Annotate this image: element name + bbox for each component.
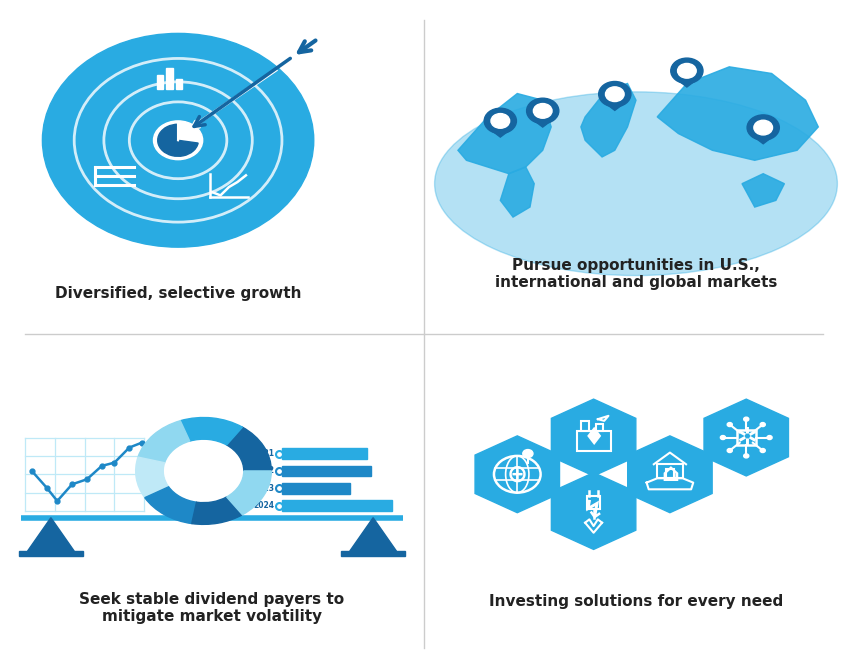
Text: Seek stable dividend payers to
mitigate market volatility: Seek stable dividend payers to mitigate … xyxy=(80,592,344,624)
Circle shape xyxy=(744,417,749,422)
Text: 2023: 2023 xyxy=(254,484,275,493)
Circle shape xyxy=(491,114,510,128)
Text: ⊕: ⊕ xyxy=(507,462,527,486)
Text: 2021: 2021 xyxy=(254,449,275,458)
Text: 2024: 2024 xyxy=(254,501,275,510)
Circle shape xyxy=(153,121,203,160)
Text: ⌂: ⌂ xyxy=(661,462,679,486)
Polygon shape xyxy=(678,79,696,87)
Wedge shape xyxy=(226,471,271,515)
Circle shape xyxy=(747,115,779,140)
Bar xyxy=(341,551,405,556)
Bar xyxy=(282,466,371,476)
Bar xyxy=(737,430,756,445)
Bar xyxy=(577,431,611,451)
Polygon shape xyxy=(500,167,534,217)
Polygon shape xyxy=(491,130,510,137)
Polygon shape xyxy=(475,436,560,513)
Text: Diversified, selective growth: Diversified, selective growth xyxy=(55,287,301,301)
Circle shape xyxy=(605,87,624,102)
Circle shape xyxy=(721,436,726,440)
Circle shape xyxy=(744,454,749,458)
Wedge shape xyxy=(145,487,197,524)
Polygon shape xyxy=(581,84,636,157)
Bar xyxy=(666,469,674,478)
Polygon shape xyxy=(657,67,818,160)
Ellipse shape xyxy=(434,92,838,276)
Wedge shape xyxy=(181,418,243,445)
Bar xyxy=(282,500,392,511)
Circle shape xyxy=(42,33,314,247)
Circle shape xyxy=(728,448,733,452)
Wedge shape xyxy=(192,497,243,524)
Circle shape xyxy=(533,104,552,118)
Polygon shape xyxy=(551,399,636,476)
Bar xyxy=(657,464,683,478)
Polygon shape xyxy=(628,436,712,513)
Bar xyxy=(581,421,589,431)
Bar xyxy=(20,551,83,556)
Polygon shape xyxy=(704,399,789,476)
Wedge shape xyxy=(158,124,198,156)
Polygon shape xyxy=(27,518,75,551)
Polygon shape xyxy=(551,473,636,549)
Polygon shape xyxy=(605,103,624,110)
Text: 2022: 2022 xyxy=(254,466,275,476)
Polygon shape xyxy=(742,174,784,207)
Wedge shape xyxy=(138,421,190,463)
Polygon shape xyxy=(350,518,397,551)
Circle shape xyxy=(484,108,516,134)
Circle shape xyxy=(760,448,765,452)
Circle shape xyxy=(75,58,282,222)
Text: ✲: ✲ xyxy=(736,426,756,450)
Bar xyxy=(587,496,600,509)
Circle shape xyxy=(754,120,773,135)
Circle shape xyxy=(522,450,533,458)
Circle shape xyxy=(728,423,733,427)
Circle shape xyxy=(130,102,227,178)
Polygon shape xyxy=(533,120,552,127)
Bar xyxy=(595,424,603,431)
Text: Investing solutions for every need: Investing solutions for every need xyxy=(489,594,783,609)
Circle shape xyxy=(671,58,703,84)
Polygon shape xyxy=(754,136,773,144)
Text: ♦: ♦ xyxy=(583,426,605,450)
Circle shape xyxy=(104,81,253,198)
Wedge shape xyxy=(136,457,169,498)
Bar xyxy=(282,483,349,494)
Circle shape xyxy=(767,436,772,440)
Bar xyxy=(176,79,182,88)
Bar xyxy=(166,69,173,88)
Bar xyxy=(157,75,163,88)
Bar xyxy=(282,448,367,459)
Circle shape xyxy=(599,81,631,107)
Text: ↯: ↯ xyxy=(583,499,604,523)
Polygon shape xyxy=(458,94,551,174)
Text: Pursue opportunities in U.S.,
international and global markets: Pursue opportunities in U.S., internatio… xyxy=(495,258,777,290)
Circle shape xyxy=(153,120,204,160)
Circle shape xyxy=(527,98,559,124)
Circle shape xyxy=(678,63,696,78)
Circle shape xyxy=(760,423,765,427)
Wedge shape xyxy=(226,427,271,471)
